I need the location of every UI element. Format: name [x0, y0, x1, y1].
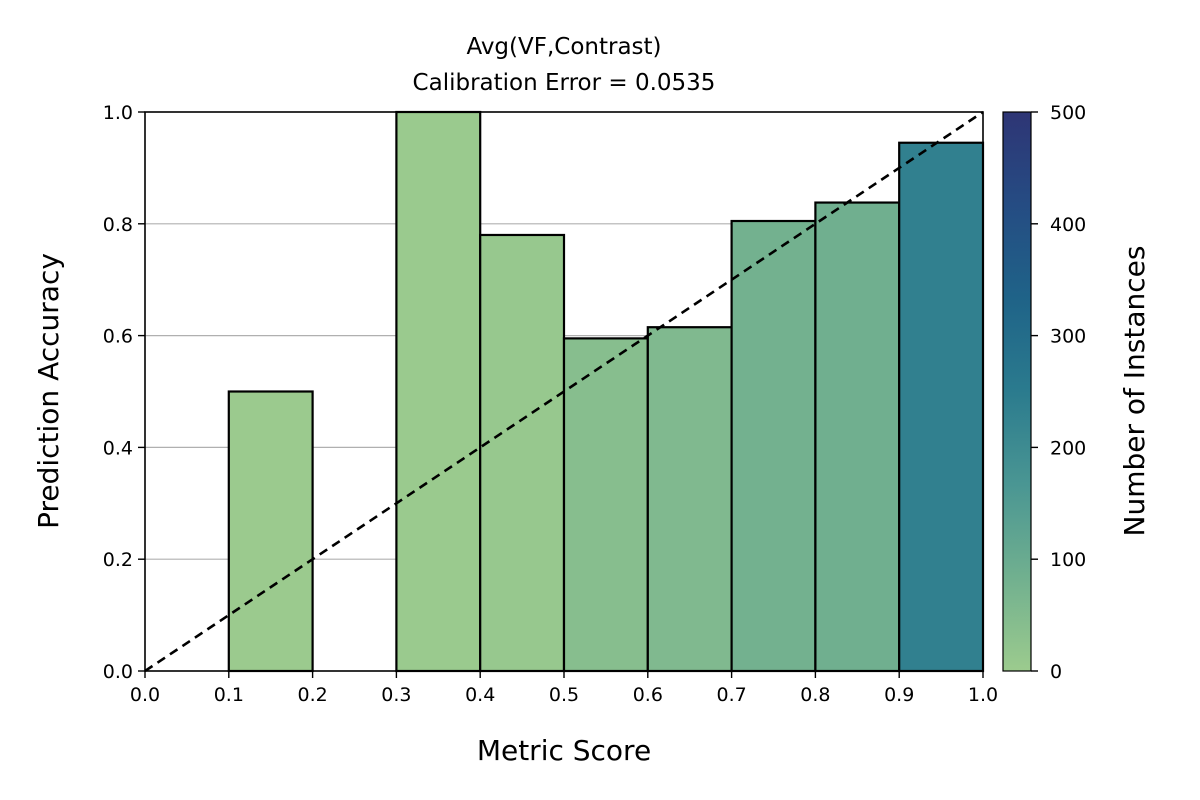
colorbar-tick-label: 300	[1050, 326, 1086, 348]
x-tick-label: 0.8	[800, 684, 830, 706]
calibration-bar	[898, 141, 985, 673]
colorbar-tick-label: 500	[1050, 102, 1086, 124]
x-tick-label: 0.6	[633, 684, 663, 706]
calibration-bar	[814, 201, 901, 673]
colorbar-tick-label: 400	[1050, 214, 1086, 236]
x-axis-ticks: 0.0 0.1 0.2 0.3 0.4 0.5 0.6 0.7 0.8 0.9 1.0	[130, 671, 998, 706]
y-tick-label: 0.0	[103, 661, 133, 683]
calibration-bar	[227, 390, 314, 673]
x-tick-label: 0.0	[130, 684, 160, 706]
y-axis-label: Prediction Accuracy	[32, 253, 65, 529]
calibration-bar	[562, 337, 649, 673]
calibration-bar	[395, 110, 482, 673]
x-tick-label: 0.5	[549, 684, 579, 706]
x-tick-label: 1.0	[968, 684, 998, 706]
colorbar-tick-label: 0	[1050, 661, 1062, 683]
calibration-bar	[479, 233, 566, 673]
chart-subtitle: Calibration Error = 0.0535	[413, 70, 716, 96]
colorbar	[1002, 111, 1032, 672]
colorbar-tick-label: 100	[1050, 549, 1086, 571]
y-tick-label: 0.4	[103, 437, 133, 459]
chart-title: Avg(VF,Contrast)	[466, 34, 661, 60]
x-tick-label: 0.7	[716, 684, 746, 706]
colorbar-ticks: 0 100 200 300 400 500	[1031, 102, 1086, 683]
x-tick-label: 0.4	[465, 684, 495, 706]
x-tick-label: 0.1	[214, 684, 244, 706]
x-axis-label: Metric Score	[477, 734, 651, 767]
x-tick-label: 0.3	[381, 684, 411, 706]
x-tick-label: 0.2	[297, 684, 327, 706]
perfect-calibration-line	[144, 110, 984, 673]
bars	[227, 110, 985, 673]
colorbar-tick-label: 200	[1050, 437, 1086, 459]
colorbar-label: Number of Instances	[1118, 246, 1151, 537]
y-tick-label: 0.2	[103, 549, 133, 571]
calibration-bar	[646, 326, 733, 673]
reference-line	[144, 110, 984, 673]
x-tick-label: 0.9	[884, 684, 914, 706]
y-axis-ticks: 0.0 0.2 0.4 0.6 0.8 1.0	[103, 102, 145, 683]
calibration-bar	[730, 219, 817, 673]
y-tick-label: 0.8	[103, 214, 133, 236]
y-tick-label: 1.0	[103, 102, 133, 124]
y-tick-label: 0.6	[103, 326, 133, 348]
